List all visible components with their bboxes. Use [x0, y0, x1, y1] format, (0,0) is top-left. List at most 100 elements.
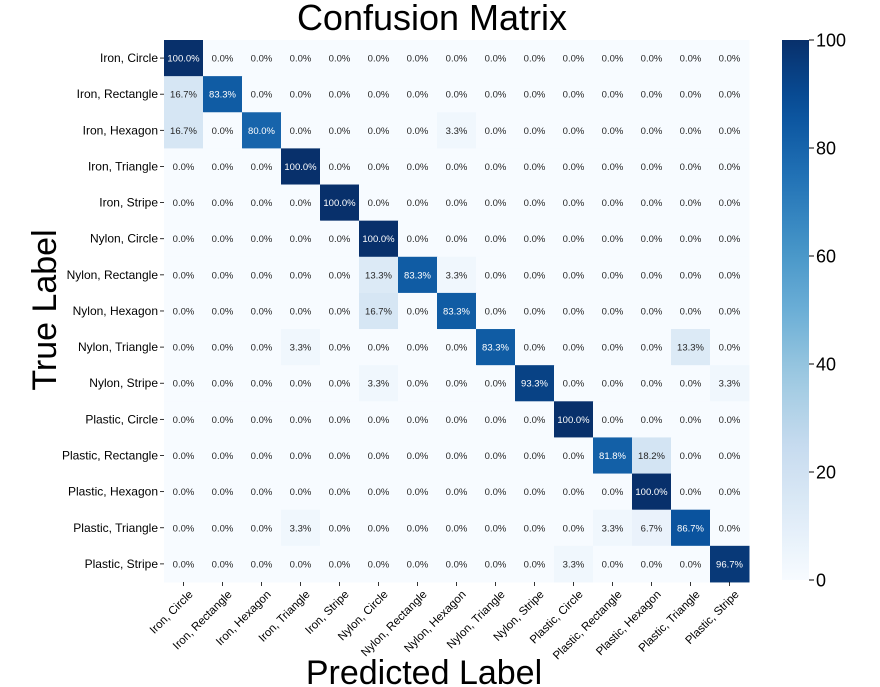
chart-title: Confusion Matrix: [297, 0, 567, 38]
heatmap-cell: [554, 40, 594, 77]
cell-value-label: 0.0%: [290, 234, 312, 245]
cell-value-label: 0.0%: [602, 487, 624, 498]
cell-value-label: 0.0%: [368, 90, 390, 101]
cell-value-label: 0.0%: [641, 90, 663, 101]
cell-value-label: 0.0%: [212, 451, 234, 462]
heatmap-cell: [710, 329, 750, 366]
heatmap-cell: [242, 40, 282, 77]
x-axis-label: Predicted Label: [306, 654, 542, 687]
colorbar: [782, 40, 809, 580]
heatmap-cell: [593, 545, 633, 583]
cell-value-label: 0.0%: [602, 198, 624, 209]
heatmap-cell: [632, 329, 672, 366]
y-tick-label: Nylon, Circle: [90, 232, 158, 246]
cell-value-label: 0.0%: [368, 523, 390, 534]
heatmap-cell: [710, 40, 750, 77]
heatmap-cell: [164, 545, 204, 583]
heatmap-cell: [359, 329, 399, 366]
heatmap-cell: [359, 76, 399, 113]
cell-value-label: 0.0%: [524, 343, 546, 354]
cell-value-label: 0.0%: [407, 162, 429, 173]
heatmap-cell: [554, 292, 594, 330]
cell-value-label: 0.0%: [290, 54, 312, 65]
cell-value-label: 0.0%: [524, 90, 546, 101]
heatmap-cell: [164, 40, 204, 77]
cell-value-label: 0.0%: [368, 162, 390, 173]
heatmap-cell: [281, 473, 321, 511]
cell-value-label: 0.0%: [602, 415, 624, 426]
cell-value-label: 0.0%: [524, 198, 546, 209]
heatmap-cell: [164, 401, 204, 438]
cell-value-label: 3.3%: [368, 379, 390, 390]
heatmap-cell: [320, 292, 360, 330]
y-tick-label: Nylon, Stripe: [89, 376, 158, 390]
heatmap-cell: [242, 184, 282, 222]
colorbar-tick-label: 60: [816, 247, 836, 267]
cell-value-label: 0.0%: [329, 415, 351, 426]
heatmap-cell: [398, 365, 438, 402]
heatmap-cell: [320, 329, 360, 366]
cell-value-label: 0.0%: [641, 198, 663, 209]
heatmap-cell: [398, 292, 438, 330]
heatmap-cell: [281, 401, 321, 438]
cell-value-label: 0.0%: [680, 234, 702, 245]
heatmap-cell: [554, 473, 594, 511]
heatmap-cell: [398, 220, 438, 258]
cell-value-label: 0.0%: [329, 306, 351, 317]
cell-value-label: 0.0%: [719, 523, 741, 534]
heatmap-cell: [359, 365, 399, 402]
heatmap-cell: [593, 473, 633, 511]
heatmap-cell: [359, 509, 399, 547]
cell-value-label: 3.3%: [602, 523, 624, 534]
cell-value-label: 0.0%: [563, 162, 585, 173]
heatmap-cell: [242, 292, 282, 330]
cell-value-label: 0.0%: [719, 126, 741, 137]
cell-value-label: 0.0%: [290, 559, 312, 570]
heatmap-cell: [632, 220, 672, 258]
heatmap-cell: [398, 401, 438, 438]
heatmap-cell: [164, 365, 204, 402]
heatmap-cell: [320, 40, 360, 77]
cell-value-label: 83.3%: [443, 306, 470, 317]
heatmap-cell: [554, 437, 594, 475]
heatmap-cell: [671, 112, 711, 149]
cell-value-label: 0.0%: [680, 451, 702, 462]
colorbar-tick-label: 40: [816, 355, 836, 375]
cell-value-label: 0.0%: [251, 415, 273, 426]
heatmap-cell: [242, 473, 282, 511]
heatmap-cell: [554, 509, 594, 547]
heatmap-cell: [320, 148, 360, 186]
heatmap-cell: [515, 40, 555, 77]
cell-value-label: 0.0%: [251, 343, 273, 354]
heatmap-cell: [164, 220, 204, 258]
cell-value-label: 0.0%: [251, 523, 273, 534]
heatmap-cell: [281, 437, 321, 475]
cell-value-label: 0.0%: [290, 198, 312, 209]
cell-value-label: 100.0%: [167, 54, 200, 65]
cell-value-label: 0.0%: [212, 54, 234, 65]
y-tick-label: Iron, Rectangle: [77, 87, 159, 101]
heatmap-cell: [281, 220, 321, 258]
cell-value-label: 0.0%: [173, 415, 195, 426]
heatmap-cell: [437, 473, 477, 511]
cell-value-label: 0.0%: [641, 343, 663, 354]
cell-value-label: 0.0%: [173, 379, 195, 390]
heatmap-cell: [359, 148, 399, 186]
heatmap-cell: [515, 220, 555, 258]
cell-value-label: 0.0%: [173, 198, 195, 209]
heatmap-cell: [671, 76, 711, 113]
heatmap-cell: [476, 40, 516, 77]
heatmap-cell: [203, 40, 243, 77]
colorbar-tick-label: 20: [816, 463, 836, 483]
heatmap-cell: [320, 112, 360, 149]
cell-value-label: 0.0%: [485, 379, 507, 390]
heatmap-cell: [281, 329, 321, 366]
heatmap-cell: [242, 365, 282, 402]
heatmap-cell: [164, 148, 204, 186]
cell-value-label: 0.0%: [212, 523, 234, 534]
heatmap-cell: [437, 401, 477, 438]
heatmap-cell: [476, 112, 516, 149]
heatmap-cell: [593, 256, 633, 294]
cell-value-label: 0.0%: [407, 415, 429, 426]
cell-value-label: 0.0%: [563, 379, 585, 390]
